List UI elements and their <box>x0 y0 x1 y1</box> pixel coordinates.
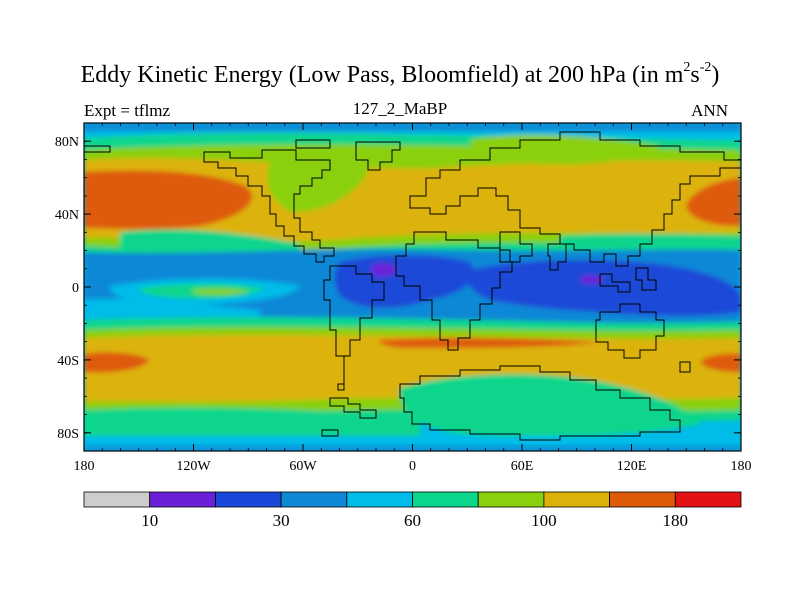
colorbar-label: 30 <box>273 511 290 530</box>
colorbar-label: 60 <box>404 511 421 530</box>
plot-title: Eddy Kinetic Energy (Low Pass, Bloomfiel… <box>80 60 720 89</box>
lon-tick-label: 120E <box>617 459 647 474</box>
lon-tick-label: 60W <box>289 459 317 474</box>
experiment-label: Expt = tflmz <box>84 101 171 120</box>
colorbar-box <box>674 491 742 508</box>
colorbar-box <box>83 491 151 508</box>
lat-tick-label: 40N <box>55 208 79 223</box>
colorbar-box <box>477 491 545 508</box>
lon-tick-label: 60E <box>511 459 534 474</box>
season-label: ANN <box>691 101 728 120</box>
lon-tick-label: 180 <box>731 459 752 474</box>
coastlines <box>84 131 741 441</box>
colorbar-label: 100 <box>531 511 557 530</box>
lon-tick-label: 120W <box>176 459 211 474</box>
lon-tick-label: 0 <box>409 459 416 474</box>
case-label: 127_2_MaBP <box>352 99 448 118</box>
colorbar-box <box>412 491 479 508</box>
lat-tick-label: 40S <box>57 354 79 369</box>
colorbar-box <box>149 491 216 508</box>
colorbar-box <box>280 491 348 508</box>
lat-tick-label: 80S <box>57 427 79 442</box>
colorbar: 10 30 60 100 180 <box>83 491 742 530</box>
colorbar-box <box>346 491 413 508</box>
lon-tick-label: 180 <box>74 459 95 474</box>
colorbar-box <box>609 491 676 508</box>
lat-tick-label: 80N <box>55 135 79 150</box>
colorbar-box <box>543 491 611 508</box>
colorbar-box <box>214 491 282 508</box>
lat-tick-label: 0 <box>72 281 79 296</box>
colorbar-label: 180 <box>663 511 689 530</box>
colorbar-label: 10 <box>141 511 158 530</box>
axis-ticks: 80N 40N 0 40S 80S 180 120W 60W 0 60E 120E 180 <box>55 123 752 474</box>
